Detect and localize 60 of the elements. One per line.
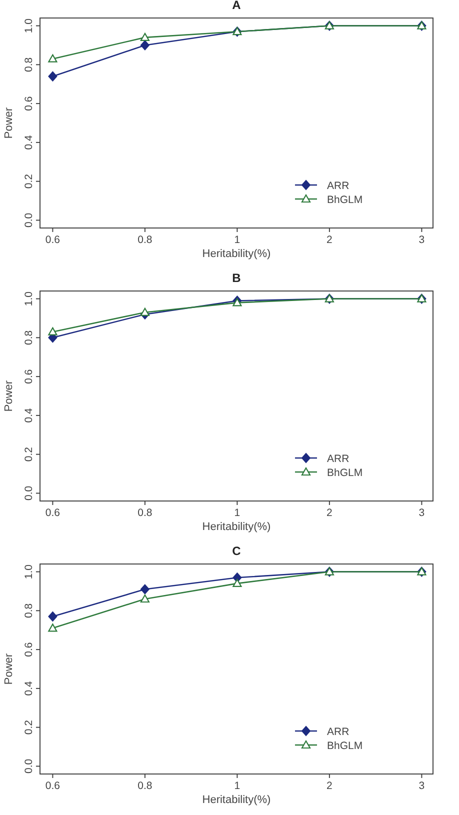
point (48, 624, 58, 632)
x-tick-label: 1 (234, 507, 240, 519)
y-tick-label: 0.4 (23, 680, 35, 696)
y-tick-label: 1.0 (23, 564, 35, 580)
y-tick-label: 1.0 (23, 291, 35, 306)
chart-title: B (232, 271, 242, 285)
x-tick-label: 1 (234, 780, 240, 792)
point (48, 71, 58, 82)
x-axis-title: Heritability(%) (202, 248, 271, 260)
x-tick-label: 2 (326, 780, 333, 792)
y-tick-label: 0.6 (23, 96, 35, 111)
x-tick-label: 2 (326, 234, 333, 246)
x-tick-label: 0.8 (138, 507, 152, 519)
legend-label: ARR (327, 180, 350, 192)
point (140, 40, 150, 50)
point (140, 594, 150, 603)
x-tick-label: 0.6 (45, 234, 60, 246)
x-tick-label: 1 (234, 234, 240, 246)
x-tick-label: 2 (326, 507, 333, 519)
x-axis-title: Heritability(%) (202, 521, 271, 533)
point (232, 298, 242, 306)
point (48, 54, 58, 62)
y-tick-label: 0.8 (23, 57, 35, 72)
y-tick-label: 0.0 (23, 758, 35, 774)
point (140, 32, 150, 41)
legend-label: ARR (327, 726, 350, 738)
y-tick-label: 0.4 (23, 408, 35, 423)
x-tick-label: 3 (418, 507, 425, 519)
point (140, 308, 150, 316)
y-axis-title: Power (3, 107, 15, 139)
x-tick-label: 0.6 (45, 507, 60, 519)
legend-label: BhGLM (327, 194, 363, 206)
point (48, 612, 58, 622)
x-tick-label: 0.6 (45, 780, 60, 792)
legend-label: BhGLM (327, 740, 363, 752)
y-tick-label: 1.0 (23, 18, 35, 34)
x-tick-label: 3 (418, 780, 425, 792)
y-tick-label: 0.8 (23, 603, 35, 618)
y-tick-label: 0.2 (23, 446, 35, 462)
y-axis-title: Power (3, 653, 15, 685)
legend-label: BhGLM (327, 467, 363, 479)
y-tick-label: 0.4 (23, 134, 35, 150)
legend-label: ARR (327, 453, 350, 465)
y-tick-label: 0.2 (23, 174, 35, 189)
y-tick-label: 0.6 (23, 642, 35, 657)
chart-title: C (232, 544, 242, 558)
y-tick-label: 0.0 (23, 212, 35, 228)
point (232, 578, 242, 587)
x-tick-label: 3 (418, 234, 425, 246)
x-tick-label: 0.8 (138, 780, 152, 792)
y-tick-label: 0.0 (23, 486, 35, 501)
y-tick-label: 0.2 (23, 720, 35, 735)
x-axis-title: Heritability(%) (202, 794, 271, 806)
chart-title: A (232, 0, 242, 12)
y-tick-label: 0.8 (23, 330, 35, 345)
x-tick-label: 0.8 (138, 234, 152, 246)
point (48, 327, 58, 336)
point (140, 584, 150, 594)
y-axis-title: Power (3, 380, 15, 412)
y-tick-label: 0.6 (23, 369, 35, 384)
